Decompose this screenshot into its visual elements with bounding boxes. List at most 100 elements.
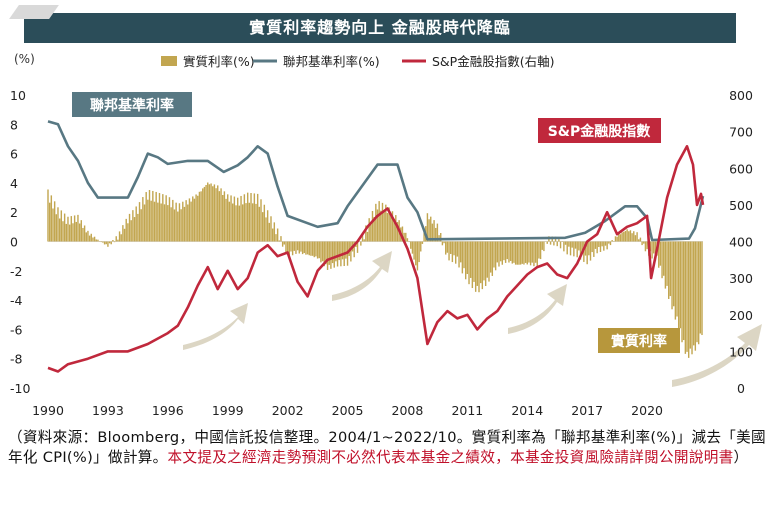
real-rate-bar (448, 241, 450, 261)
real-rate-bar (148, 190, 151, 242)
real-rate-bar (659, 241, 662, 266)
real-rate-bar (601, 241, 603, 247)
real-rate-bar (93, 236, 96, 242)
real-rate-bar (381, 202, 384, 242)
real-rate-bar (278, 240, 281, 242)
real-rate-bar (227, 194, 229, 242)
y-left-tick-label: -10 (10, 381, 30, 396)
real-rate-bar (167, 205, 169, 242)
real-rate-bar (676, 241, 678, 317)
y-left-tick-label: 2 (10, 205, 18, 220)
y-right-tick-label: 600 (729, 161, 753, 176)
real-rate-bar (578, 241, 580, 251)
real-rate-bar (469, 241, 472, 278)
real-rate-bar (118, 231, 121, 242)
real-rate-bar (87, 230, 89, 242)
real-rate-bar (210, 183, 212, 242)
real-rate-bar (378, 201, 380, 242)
real-rate-bar (441, 241, 444, 246)
chart-area: (%) 10 8 6 4 2 0 -2 -4 -6 -8 -10 800 700 600 500 400 300 2… (0, 45, 775, 425)
real-rate-bar (341, 241, 344, 260)
real-rate-bar (97, 239, 99, 242)
real-rate-bar (303, 241, 305, 254)
real-rate-bar (461, 241, 464, 274)
real-rate-bar (63, 213, 66, 242)
real-rate-bar (596, 241, 598, 254)
real-rate-bar (563, 241, 565, 252)
real-rate-bar (408, 241, 410, 243)
real-rate-bar (310, 241, 312, 256)
real-rate-bar (686, 241, 688, 352)
real-rate-bar (576, 241, 578, 258)
real-rate-bar (250, 193, 252, 242)
real-rate-bar (458, 241, 460, 268)
real-rate-bar (241, 204, 244, 242)
real-rate-bar (661, 241, 663, 279)
x-tick-label: 2020 (631, 403, 663, 418)
real-rate-bar (498, 241, 500, 267)
real-rate-bar (431, 223, 434, 242)
real-rate-bar (373, 217, 375, 242)
real-rate-bar (165, 195, 167, 242)
y-right-tick-label: 200 (729, 308, 753, 323)
real-rate-bar (519, 241, 522, 265)
real-rate-bar (604, 241, 607, 246)
fed-rate-line (47, 120, 705, 242)
real-rate-bar (614, 236, 617, 242)
real-rate-bar (195, 194, 197, 242)
real-rate-bar (606, 241, 608, 250)
real-rate-bar (453, 241, 455, 256)
real-rate-bar (187, 204, 189, 242)
real-rate-bar (330, 241, 332, 269)
real-rate-bar (456, 241, 459, 257)
real-rate-bar (150, 200, 152, 242)
footnote: （資料來源：Bloomberg，中國信託投信整理。2004/1~2022/10。… (8, 429, 766, 467)
real-rate-bar (238, 205, 241, 242)
real-rate-bar (584, 241, 587, 256)
real-rate-bar (246, 192, 249, 242)
real-rate-bar (228, 201, 231, 242)
real-rate-bar (103, 241, 106, 245)
real-rate-bar (534, 241, 537, 263)
real-rate-bar (85, 232, 87, 242)
real-rate-bar (225, 198, 227, 242)
real-rate-bar (468, 241, 470, 285)
real-rate-bar (436, 223, 439, 242)
real-rate-bar (58, 218, 61, 242)
real-rate-bar (653, 241, 655, 254)
real-rate-bar (696, 241, 698, 343)
real-rate-bar (426, 213, 429, 242)
real-rate-bar (633, 231, 635, 242)
real-rate-bar (197, 195, 199, 242)
real-rate-bar (188, 198, 191, 242)
real-rate-bar (423, 232, 425, 242)
real-rate-bar (401, 226, 404, 242)
real-rate-bar (300, 241, 302, 252)
real-rate-bar (609, 241, 612, 246)
real-rate-bar (486, 241, 489, 278)
real-rate-bar (416, 241, 419, 271)
real-rate-bar (218, 191, 221, 242)
real-rate-bar (333, 241, 335, 268)
real-rate-bar (463, 241, 465, 269)
real-rate-bar (123, 228, 126, 242)
real-rate-bar (476, 241, 479, 286)
real-rate-bar (668, 241, 670, 299)
real-rate-bar (491, 241, 494, 276)
real-rate-bar (363, 239, 365, 242)
real-rate-bar (53, 201, 56, 242)
real-rate-bar (157, 202, 159, 242)
real-rate-bar (326, 241, 329, 270)
real-rate-bar (233, 196, 236, 242)
real-rate-bar (168, 197, 171, 242)
real-rate-bar (345, 241, 347, 259)
y-left-tick-label: 4 (10, 176, 18, 191)
real-rate-bar (599, 241, 602, 252)
y-right-tick-label: 800 (729, 88, 753, 103)
real-rate-bar (558, 239, 560, 242)
real-rate-bar (170, 207, 172, 242)
real-rate-bar (138, 202, 141, 242)
real-rate-bar (153, 201, 156, 242)
real-rate-bar (132, 210, 134, 242)
real-rate-bar (350, 241, 352, 262)
